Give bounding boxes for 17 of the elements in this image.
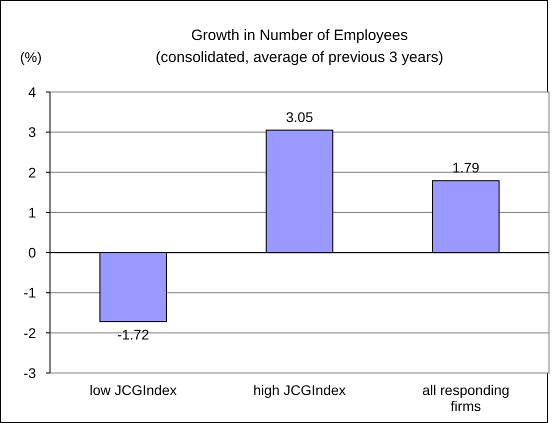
x-tick-label: all responding firms xyxy=(422,382,510,414)
y-tick-label: 4 xyxy=(28,84,36,100)
chart-subtitle: (consolidated, average of previous 3 years) xyxy=(156,49,444,66)
y-tick-label: 0 xyxy=(28,244,36,261)
data-label: 1.79 xyxy=(452,160,480,176)
x-tick-label: low JCGIndex xyxy=(90,382,177,398)
chart-title: Growth in Number of Employees xyxy=(191,27,408,44)
y-tick-label: 3 xyxy=(28,124,36,140)
data-label: 3.05 xyxy=(286,109,314,126)
x-tick-label: high JCGIndex xyxy=(253,382,346,398)
data-label: -1.72 xyxy=(117,326,150,343)
y-axis-title: (%) xyxy=(20,49,42,65)
y-tick-label: -2 xyxy=(24,324,36,341)
y-tick-label: 2 xyxy=(28,164,36,180)
y-tick-label: 1 xyxy=(28,204,36,220)
y-tick-label: -3 xyxy=(24,365,36,381)
y-tick-label: -1 xyxy=(24,284,36,301)
